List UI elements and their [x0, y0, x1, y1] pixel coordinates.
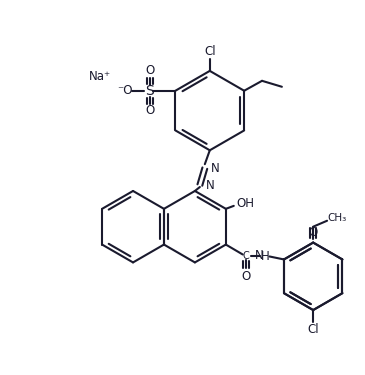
Text: CH₃: CH₃: [327, 213, 347, 223]
Text: N: N: [205, 178, 214, 192]
Text: S: S: [145, 84, 154, 98]
Text: ⁻O: ⁻O: [117, 84, 132, 97]
Text: N: N: [210, 162, 219, 175]
Text: H: H: [261, 250, 270, 263]
Text: OH: OH: [237, 197, 255, 210]
Text: C: C: [242, 252, 249, 261]
Text: O: O: [241, 270, 250, 283]
Text: O: O: [308, 226, 318, 239]
Text: N: N: [255, 249, 264, 262]
Text: Na⁺: Na⁺: [89, 70, 111, 83]
Text: O: O: [145, 104, 154, 117]
Text: Cl: Cl: [307, 323, 319, 336]
Text: O: O: [145, 64, 154, 77]
Text: Cl: Cl: [204, 45, 216, 57]
